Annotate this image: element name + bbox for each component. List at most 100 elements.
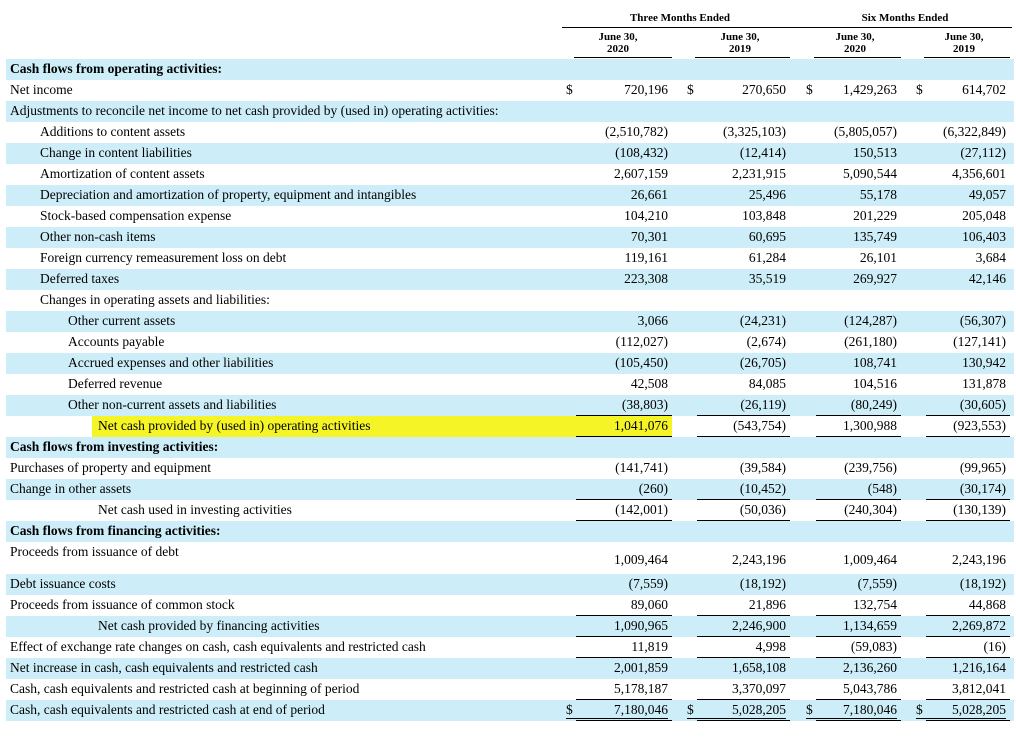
column-date-rule (574, 57, 672, 58)
three-months-header: Three Months Ended (629, 12, 731, 24)
cell-value: (261,180) (844, 334, 897, 349)
currency-symbol: $ (806, 82, 813, 97)
table-row: Deferred taxes 223,308 35,519 269,927 42,146 (6, 269, 1014, 290)
value-underline (697, 615, 790, 616)
table-row: Net cash provided by (used in) operating… (6, 416, 1014, 437)
cell-value: 1,658,108 (732, 660, 786, 675)
table-row: Changes in operating assets and liabilit… (6, 290, 1014, 311)
cell-value: (18,192) (959, 576, 1006, 591)
row-label: Deferred revenue (68, 376, 163, 391)
value-underline (926, 499, 1010, 500)
cell-value: (543,754) (733, 418, 786, 433)
cell-value: (7,559) (857, 576, 897, 591)
value-underline (926, 699, 1010, 700)
cell-value: 104,210 (624, 208, 668, 223)
cell-value: 269,927 (853, 271, 897, 286)
row-label: Net cash provided by (used in) operating… (98, 418, 371, 433)
cell-value: (5,805,057) (834, 124, 897, 139)
cell-value: 3,684 (975, 250, 1006, 265)
value-underline (697, 657, 790, 658)
row-label: Additions to content assets (40, 124, 186, 139)
cell-value: 1,134,659 (843, 618, 897, 633)
cell-value: (6,322,849) (943, 124, 1006, 139)
row-label: Net income (10, 82, 73, 97)
cell-value: 1,429,263 (843, 82, 897, 97)
currency-symbol: $ (806, 702, 813, 717)
row-label: Cash flows from operating activities: (10, 61, 222, 76)
value-underline (926, 657, 1010, 658)
cell-value: (26,705) (739, 355, 786, 370)
cell-value: 104,516 (853, 376, 897, 391)
row-label: Deferred taxes (40, 271, 120, 286)
cell-value: (7,559) (628, 576, 668, 591)
cell-value: 201,229 (853, 208, 897, 223)
cell-value: (80,249) (850, 397, 897, 412)
value-underline (816, 699, 901, 700)
cell-value: 2,243,196 (732, 552, 786, 567)
cell-value: (260) (638, 481, 668, 496)
table-row: Net cash used in investing activities (14… (6, 500, 1014, 521)
cell-value: 7,180,046 (614, 702, 668, 717)
six-months-rule (798, 27, 1012, 28)
cell-value: 42,508 (630, 376, 668, 391)
table-row: Net income $720,196 $270,650 $1,429,263 $614… (6, 80, 1014, 101)
table-row: Stock-based compensation expense 104,210 1… (6, 206, 1014, 227)
table-row: Accounts payable (112,027) (2,674) (261,180… (6, 332, 1014, 353)
cell-value: (127,141) (953, 334, 1006, 349)
value-double-underline (916, 718, 1006, 719)
row-label: Other non-current assets and liabilities (68, 397, 277, 412)
table-row: Cash flows from operating activities: (6, 59, 1014, 80)
row-label: Accrued expenses and other liabilities (68, 355, 274, 370)
value-underline (697, 636, 790, 637)
cell-value: 720,196 (624, 82, 668, 97)
cell-value: (16) (983, 639, 1007, 654)
row-label: Net increase in cash, cash equivalents a… (10, 660, 318, 675)
table-row: Depreciation and amortization of propert… (6, 185, 1014, 206)
cell-value: 132,754 (853, 597, 897, 612)
cell-value: 7,180,046 (843, 702, 897, 717)
column-date-line2: 2020 (607, 43, 629, 55)
cell-value: 2,136,260 (843, 660, 897, 675)
cell-value: (3,325,103) (723, 124, 786, 139)
currency-symbol: $ (916, 82, 923, 97)
cell-value: 1,300,988 (843, 418, 897, 433)
cell-value: 2,243,196 (952, 552, 1006, 567)
row-label: Cash, cash equivalents and restricted ca… (10, 681, 360, 696)
value-underline (816, 520, 901, 521)
value-underline (816, 720, 901, 721)
cell-value: 3,370,097 (732, 681, 786, 696)
column-date-line1: June 30, (944, 31, 984, 43)
table-row: Change in content liabilities (108,432) (1… (6, 143, 1014, 164)
row-label: Accounts payable (68, 334, 165, 349)
column-date-rule (814, 57, 901, 58)
cell-value: 44,868 (968, 597, 1006, 612)
cell-value: (923,553) (953, 418, 1006, 433)
cell-value: 5,043,786 (843, 681, 897, 696)
highlight-mark (92, 416, 672, 437)
cell-value: 131,878 (962, 376, 1006, 391)
value-underline (576, 520, 672, 521)
currency-symbol: $ (687, 702, 694, 717)
row-label: Cash flows from financing activities: (10, 523, 221, 538)
table-row: Adjustments to reconcile net income to n… (6, 101, 1014, 122)
cell-value: (38,803) (621, 397, 668, 412)
value-underline (816, 636, 901, 637)
currency-symbol: $ (687, 82, 694, 97)
cell-value: 223,308 (624, 271, 668, 286)
value-double-underline (806, 718, 897, 719)
row-label: Debt issuance costs (10, 576, 116, 591)
cell-value: 270,650 (742, 82, 786, 97)
cell-value: 5,178,187 (614, 681, 668, 696)
cell-value: 1,041,076 (614, 418, 668, 433)
cell-value: (12,414) (739, 145, 786, 160)
value-underline (926, 636, 1010, 637)
cell-value: 42,146 (968, 271, 1006, 286)
cell-value: (30,174) (959, 481, 1006, 496)
table-row: Foreign currency remeasurement loss on d… (6, 248, 1014, 269)
cell-value: 35,519 (748, 271, 786, 286)
table-row: Proceeds from issuance of common stock 89… (6, 595, 1014, 616)
three-months-rule (562, 27, 798, 28)
table-row: Cash flows from financing activities: (6, 521, 1014, 542)
cell-value: (59,083) (850, 639, 897, 654)
cell-value: 1,009,464 (614, 552, 668, 567)
